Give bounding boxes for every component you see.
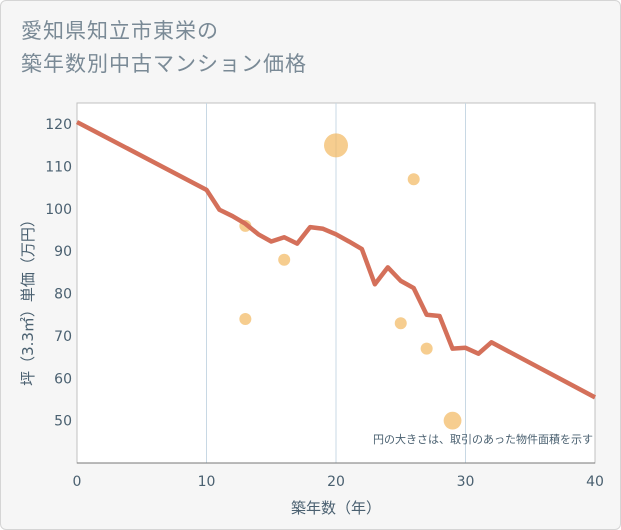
bubble-3	[324, 133, 348, 158]
y-tick-90: 90	[54, 244, 72, 260]
y-tick-110: 110	[45, 160, 72, 176]
y-tick-50: 50	[54, 414, 72, 430]
bubble-size-note: 円の大きさは、取引のあった物件面積を示す	[373, 432, 593, 446]
trend-line	[75, 120, 597, 400]
x-tick-10: 10	[198, 474, 216, 490]
chart-title-line1: 愛知県知立市東栄の	[21, 19, 219, 43]
y-tick-100: 100	[45, 202, 72, 218]
y-tick-70: 70	[54, 329, 72, 345]
bubble-5	[407, 173, 420, 186]
bubble-1	[239, 313, 252, 325]
bubble-4	[394, 317, 407, 330]
y-tick-60: 60	[54, 371, 72, 387]
y-tick-labels: 50 60 70 80 90 100 110 120	[45, 117, 72, 429]
grid-lines	[206, 103, 466, 463]
y-tick-80: 80	[54, 287, 72, 303]
x-tick-labels: 0 10 20 30 40	[73, 474, 604, 490]
x-tick-40: 40	[586, 474, 604, 490]
chart-title: 愛知県知立市東栄の 築年数別中古マンション価格	[21, 15, 307, 81]
x-tick-20: 20	[327, 474, 345, 490]
x-axis-label: 築年数（年）	[291, 499, 381, 517]
bubble-6	[420, 342, 433, 355]
x-tick-30: 30	[457, 474, 475, 490]
y-tick-120: 120	[45, 117, 72, 133]
bubble-2	[278, 253, 291, 266]
x-tick-0: 0	[73, 474, 82, 490]
y-axis-label: 坪（3.3㎡）単価（万円）	[19, 212, 37, 386]
bubble-7	[443, 411, 462, 430]
bubble-layer	[239, 133, 462, 430]
chart-title-line2: 築年数別中古マンション価格	[21, 52, 307, 76]
